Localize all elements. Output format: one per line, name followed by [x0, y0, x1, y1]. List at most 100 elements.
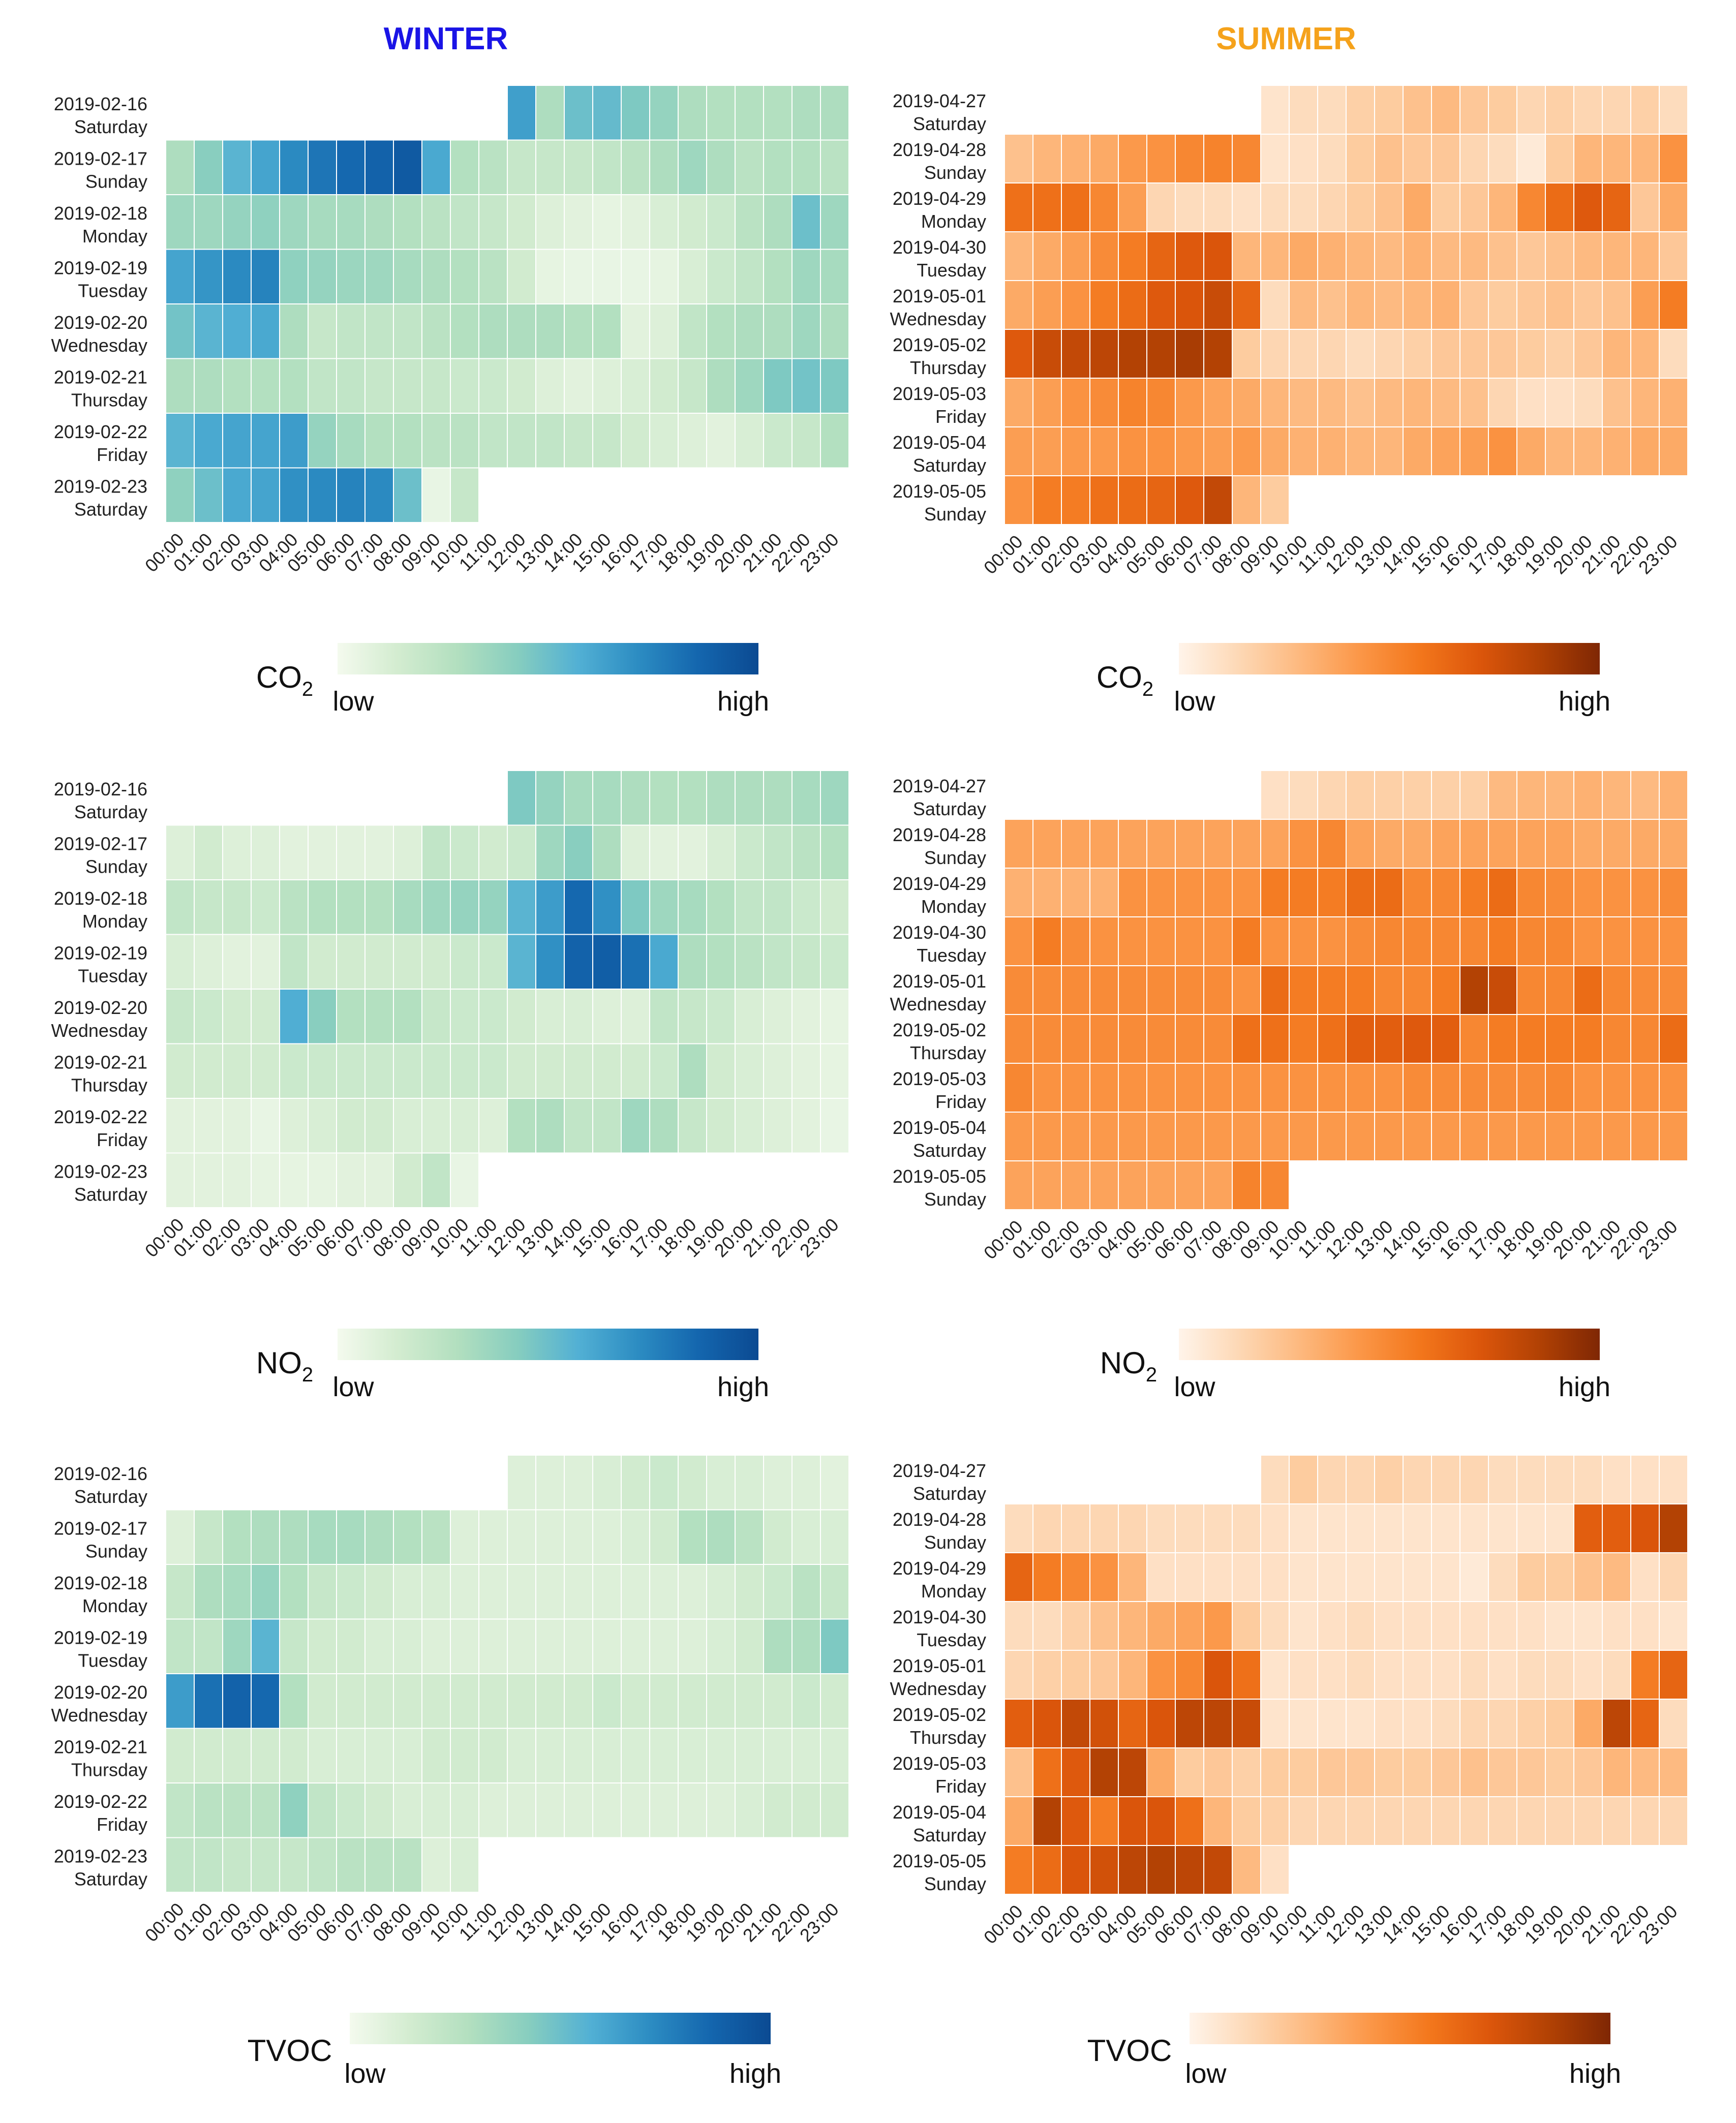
- heatmap-cell: [1061, 231, 1090, 281]
- heatmap-cell: [1004, 134, 1033, 183]
- heatmap-cell: [308, 1782, 337, 1838]
- row-day-label: Saturday: [74, 802, 147, 822]
- heatmap-cell: [1659, 134, 1688, 183]
- heatmap-cell: [336, 1673, 366, 1729]
- heatmap-cell: [621, 1618, 650, 1674]
- heatmap-cell: [1403, 1796, 1432, 1846]
- summer-title: SUMMER: [1216, 21, 1356, 56]
- heatmap-cell: [1630, 1747, 1660, 1797]
- heatmap-cell: [251, 824, 280, 880]
- heatmap-cell: [1032, 1552, 1062, 1602]
- heatmap-cell: [791, 1618, 821, 1674]
- heatmap-cell: [308, 824, 337, 880]
- heatmap-cell: [1317, 1014, 1347, 1064]
- heatmap-cell: [1403, 1552, 1432, 1602]
- legend-label: CO2: [1097, 660, 1153, 700]
- heatmap-cell: [393, 467, 422, 523]
- row-day-label: Thursday: [910, 1042, 986, 1063]
- heatmap-cell: [706, 824, 736, 880]
- heatmap-cell: [1317, 231, 1347, 281]
- heatmap-cell: [820, 1098, 849, 1154]
- heatmap-cell: [592, 303, 622, 359]
- row-day-label: Sunday: [924, 162, 986, 183]
- row-date-label: 2019-04-30: [893, 1607, 986, 1627]
- heatmap-cell: [336, 989, 366, 1044]
- heatmap-cell: [478, 413, 508, 469]
- heatmap-cell: [1118, 475, 1147, 525]
- heatmap-cell: [1488, 1650, 1517, 1700]
- row-date-label: 2019-05-01: [893, 1655, 986, 1676]
- row-day-label: Tuesday: [78, 965, 147, 986]
- heatmap-cell: [535, 1564, 565, 1620]
- heatmap-cell: [649, 1043, 679, 1099]
- heatmap-cell: [621, 303, 650, 359]
- heatmap-cell: [1175, 916, 1204, 966]
- row-date-label: 2019-02-19: [54, 257, 147, 278]
- heatmap-cell: [1488, 916, 1517, 966]
- heatmap-cell: [1146, 1699, 1176, 1748]
- heatmap-cell: [791, 989, 821, 1044]
- heatmap-cell: [1545, 1650, 1574, 1700]
- legend-high-label: high: [717, 1372, 769, 1402]
- heatmap-cell: [820, 1782, 849, 1838]
- heatmap-cell: [1146, 1063, 1176, 1113]
- heatmap-cell: [478, 1564, 508, 1620]
- heatmap-cell: [308, 303, 337, 359]
- heatmap-cell: [1516, 134, 1546, 183]
- heatmap-cell: [1573, 1014, 1603, 1064]
- heatmap-cell: [1203, 868, 1233, 917]
- heatmap-cell: [1488, 868, 1517, 917]
- heatmap-cell: [1089, 475, 1119, 525]
- heatmap-cell: [1175, 1845, 1204, 1895]
- heatmap-cell: [1061, 1014, 1090, 1064]
- heatmap-cell: [1032, 1112, 1062, 1161]
- heatmap-cell: [393, 1782, 422, 1838]
- row-date-label: 2019-02-20: [54, 997, 147, 1018]
- heatmap-cell: [1545, 231, 1574, 281]
- heatmap-cell: [763, 1098, 793, 1154]
- row-day-label: Monday: [921, 896, 986, 917]
- heatmap-cell: [1374, 1063, 1404, 1113]
- heatmap-cell: [450, 1673, 479, 1729]
- heatmap-cell: [1232, 965, 1261, 1015]
- heatmap-cell: [1374, 134, 1404, 183]
- heatmap-cell: [222, 1728, 252, 1783]
- heatmap-cell: [194, 413, 223, 469]
- row-date-label: 2019-05-04: [893, 1117, 986, 1138]
- heatmap-cell: [1089, 868, 1119, 917]
- legend-low-label: low: [1174, 1372, 1215, 1402]
- heatmap-cell: [507, 194, 536, 250]
- heatmap-cell: [1659, 868, 1688, 917]
- heatmap-cell: [1317, 1699, 1347, 1748]
- heatmap-cell: [279, 194, 309, 250]
- heatmap-cell: [535, 1509, 565, 1565]
- heatmap-cell: [1374, 85, 1404, 135]
- heatmap-cell: [421, 467, 451, 523]
- heatmap-cell: [450, 249, 479, 304]
- heatmap-cell: [1602, 1650, 1631, 1700]
- heatmap-cell: [1118, 1160, 1147, 1210]
- heatmap-cell: [1118, 1552, 1147, 1602]
- heatmap-cell: [1146, 231, 1176, 281]
- heatmap-cell: [165, 1728, 195, 1783]
- heatmap-cell: [1573, 1601, 1603, 1651]
- heatmap-cell: [621, 770, 650, 826]
- heatmap-cell: [1089, 329, 1119, 379]
- heatmap-cell: [450, 303, 479, 359]
- heatmap-cell: [222, 1043, 252, 1099]
- heatmap-cell: [1573, 1699, 1603, 1748]
- heatmap-cell: [478, 1618, 508, 1674]
- heatmap-cell: [1289, 1796, 1318, 1846]
- heatmap-cell: [165, 934, 195, 990]
- heatmap-cell: [763, 1043, 793, 1099]
- legend-high-label: high: [1559, 1372, 1610, 1402]
- heatmap-cell: [450, 358, 479, 414]
- heatmap-cell: [421, 989, 451, 1044]
- row-date-label: 2019-02-19: [54, 1627, 147, 1648]
- row-date-label: 2019-05-05: [893, 1851, 986, 1871]
- heatmap-cell: [1630, 378, 1660, 427]
- heatmap-cell: [1374, 1503, 1404, 1553]
- heatmap-cell: [1317, 1112, 1347, 1161]
- heatmap-cell: [1403, 770, 1432, 820]
- heatmap-cell: [279, 139, 309, 195]
